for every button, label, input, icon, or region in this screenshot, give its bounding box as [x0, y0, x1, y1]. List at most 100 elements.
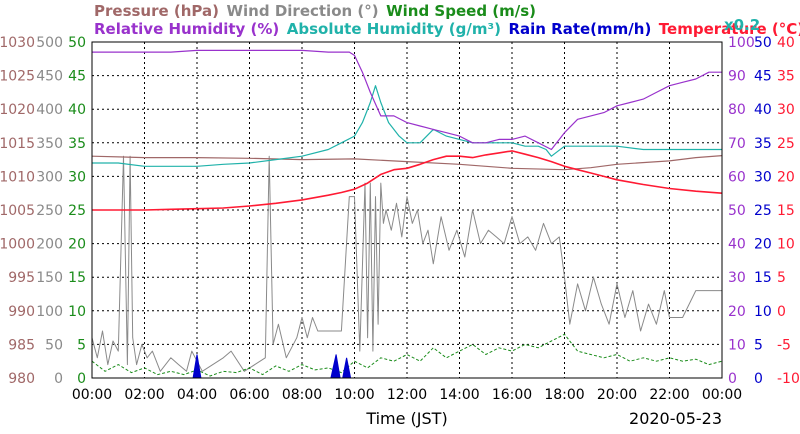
tick-label-x: 00:00: [702, 387, 742, 403]
legend-row: Relative Humidity (%) Absolute Humidity …: [94, 20, 800, 38]
tick-label-x: 00:00: [72, 387, 112, 403]
legend: Pressure (hPa) Wind Direction (°) Wind S…: [94, 2, 800, 38]
tick-label-wind-speed: 45: [68, 69, 86, 85]
tick-label-abs-rain: 40: [754, 102, 772, 118]
tick-label-humidity: 90: [728, 69, 746, 85]
legend-entry: Temperature (°C): [651, 20, 800, 38]
legend-row: Pressure (hPa) Wind Direction (°) Wind S…: [94, 2, 536, 20]
tick-label-wind-speed: 10: [68, 304, 86, 320]
tick-label-x: 10:00: [334, 387, 374, 403]
tick-label-pressure: 1030: [0, 35, 35, 51]
tick-label-wind-speed: 5: [77, 337, 86, 353]
series-temperature-c: [92, 150, 723, 211]
tick-label-temperature: 35: [777, 69, 795, 85]
tick-label-pressure: 1010: [0, 169, 35, 185]
tick-label-pressure: 995: [8, 270, 35, 286]
tick-label-temperature: 10: [777, 237, 795, 253]
tick-label-pressure: 985: [8, 337, 35, 353]
legend-entry: Wind Speed (m/s): [379, 2, 536, 20]
tick-label-pressure: 990: [8, 304, 35, 320]
tick-label-pressure: 1015: [0, 136, 35, 152]
tick-label-abs-rain: 20: [754, 237, 772, 253]
legend-entry: Relative Humidity (%): [94, 20, 279, 38]
series-wind-direction: [91, 155, 722, 372]
chart-date: 2020-05-23: [629, 409, 722, 428]
tick-label-x: 14:00: [439, 387, 479, 403]
tick-label-wind-speed: 50: [68, 35, 86, 51]
tick-label-humidity: 0: [728, 371, 737, 387]
tick-label-humidity: 30: [728, 270, 746, 286]
tick-label-abs-rain: 5: [754, 337, 763, 353]
tick-label-temperature: 20: [777, 169, 795, 185]
tick-label-humidity: 20: [728, 304, 746, 320]
tick-label-wind-speed: 20: [68, 237, 86, 253]
legend-entry: Pressure (hPa): [94, 2, 219, 20]
tick-label-wind-direction: 350: [36, 136, 63, 152]
tick-label-humidity: 70: [728, 136, 746, 152]
tick-label-humidity: 100: [728, 35, 755, 51]
tick-label-temperature: 30: [777, 102, 795, 118]
legend-entry: Wind Direction (°): [219, 2, 379, 20]
tick-label-wind-speed: 30: [68, 169, 86, 185]
tick-label-abs-rain: 0: [754, 371, 763, 387]
tick-label-humidity: 80: [728, 102, 746, 118]
tick-label-pressure: 1020: [0, 102, 35, 118]
tick-label-temperature: 25: [777, 136, 795, 152]
tick-label-wind-direction: 500: [36, 35, 63, 51]
tick-label-temperature: 40: [777, 35, 795, 51]
tick-label-temperature: -10: [777, 371, 800, 387]
tick-label-humidity: 40: [728, 237, 746, 253]
tick-label-wind-direction: 250: [36, 203, 63, 219]
tick-label-wind-direction: 200: [36, 237, 63, 253]
tick-label-wind-speed: 40: [68, 102, 86, 118]
tick-label-x: 12:00: [387, 387, 427, 403]
tick-label-x: 02:00: [124, 387, 164, 403]
plot-frame: [91, 41, 723, 379]
tick-label-x: 08:00: [282, 387, 322, 403]
tick-label-wind-direction: 100: [36, 304, 63, 320]
tick-label-wind-direction: 150: [36, 270, 63, 286]
tick-label-x: 22:00: [649, 387, 689, 403]
tick-labels: 9809859909951000100510101015102010251030…: [0, 35, 800, 403]
x-axis-label: Time (JST): [365, 409, 447, 428]
tick-label-pressure: 1025: [0, 69, 35, 85]
tick-label-humidity: 60: [728, 169, 746, 185]
tick-label-wind-direction: 400: [36, 102, 63, 118]
legend-entry: Rain Rate(mm/h): [501, 20, 651, 38]
tick-label-temperature: -5: [777, 337, 791, 353]
tick-label-wind-direction: 450: [36, 69, 63, 85]
tick-label-humidity: 10: [728, 337, 746, 353]
scale-note: x0.2: [724, 16, 760, 34]
tick-label-wind-direction: 50: [45, 337, 63, 353]
tick-label-wind-speed: 0: [77, 371, 86, 387]
tick-label-temperature: 15: [777, 203, 795, 219]
series-relative-humidity: [92, 49, 722, 151]
tick-label-wind-speed: 15: [68, 270, 86, 286]
tick-label-wind-direction: 300: [36, 169, 63, 185]
tick-label-x: 18:00: [544, 387, 584, 403]
tick-label-abs-rain: 30: [754, 169, 772, 185]
tick-label-wind-direction: 0: [54, 371, 63, 387]
tick-label-abs-rain: 15: [754, 270, 772, 286]
tick-label-temperature: 0: [777, 304, 786, 320]
series-group: [91, 49, 723, 379]
tick-label-pressure: 980: [8, 371, 35, 387]
tick-label-abs-rain: 35: [754, 136, 772, 152]
series-absolute-humidity-g-m: [92, 85, 722, 167]
legend-entry: Absolute Humidity (g/m³): [279, 20, 501, 38]
tick-label-temperature: 5: [777, 270, 786, 286]
tick-label-wind-speed: 35: [68, 136, 86, 152]
series-pressure-hpa: [91, 155, 723, 171]
tick-label-abs-rain: 25: [754, 203, 772, 219]
tick-label-pressure: 1005: [0, 203, 35, 219]
tick-label-wind-speed: 25: [68, 203, 86, 219]
tick-label-humidity: 50: [728, 203, 746, 219]
tick-label-abs-rain: 50: [754, 35, 772, 51]
tick-label-abs-rain: 45: [754, 69, 772, 85]
tick-label-x: 04:00: [177, 387, 217, 403]
tick-label-abs-rain: 10: [754, 304, 772, 320]
tick-label-pressure: 1000: [0, 237, 35, 253]
tick-label-x: 06:00: [229, 387, 269, 403]
